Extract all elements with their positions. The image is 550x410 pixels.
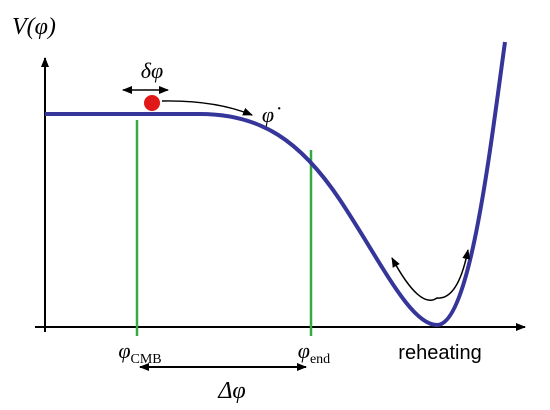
cmb-symbol: φ <box>118 338 130 363</box>
reheating-label: reheating <box>398 342 481 364</box>
end-subscript: end <box>310 352 330 367</box>
inflaton-ball <box>144 95 160 111</box>
velocity-arrow <box>161 100 253 116</box>
cmb-label: φCMB <box>118 338 161 367</box>
oscillation-arrow <box>391 249 471 301</box>
fluctuation-label: δφ <box>141 58 163 83</box>
end-label: φend <box>298 338 330 367</box>
cmb-subscript: CMB <box>131 352 162 367</box>
potential-curve <box>45 41 507 328</box>
y-axis-label: V(φ) <box>12 14 56 40</box>
velocity-label: φ̇ <box>262 102 281 127</box>
range-label: Δφ <box>217 378 245 404</box>
end-symbol: φ <box>298 338 310 363</box>
